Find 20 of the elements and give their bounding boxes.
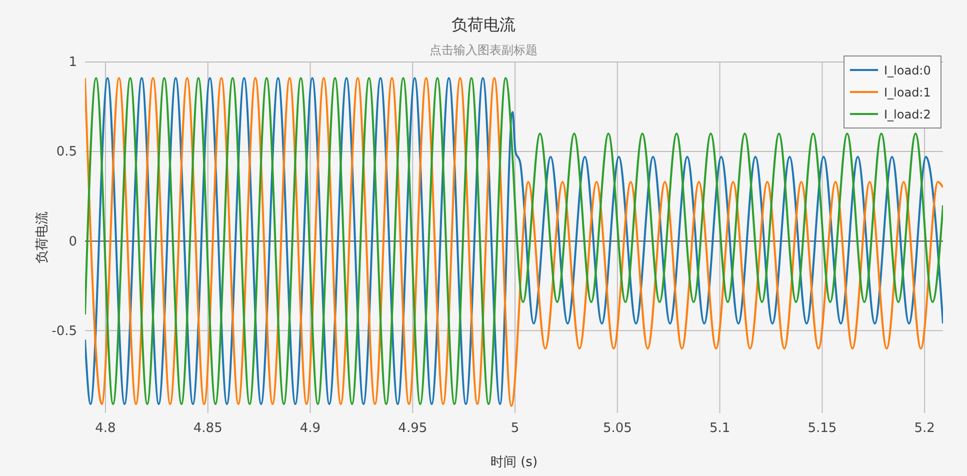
legend-label: I_load:0 <box>884 64 931 78</box>
y-tick-label: 0 <box>68 234 77 250</box>
x-tick-label: 5 <box>510 421 520 436</box>
x-tick-label: 4.85 <box>193 421 222 436</box>
y-tick-label: 1 <box>68 55 77 70</box>
legend-label: I_load:1 <box>884 86 931 100</box>
x-tick-label: 5.15 <box>808 421 837 436</box>
chart-subtitle: 点击输入图表副标题 <box>430 43 538 57</box>
legend-label: I_load:2 <box>884 108 931 122</box>
x-tick-label: 5.2 <box>914 421 935 436</box>
x-tick-label: 5.05 <box>602 421 632 436</box>
x-tick-label: 5.1 <box>709 421 730 436</box>
x-tick-label: 4.8 <box>95 421 116 436</box>
x-tick-label: 4.9 <box>300 421 321 436</box>
y-tick-label: 0.5 <box>56 144 77 160</box>
x-tick-label: 4.95 <box>398 421 428 436</box>
y-axis-title: 负荷电流 <box>34 212 50 264</box>
y-tick-label: -0.5 <box>52 324 77 339</box>
chart-title: 负荷电流 <box>452 15 516 34</box>
x-axis-title: 时间 (s) <box>490 455 538 470</box>
